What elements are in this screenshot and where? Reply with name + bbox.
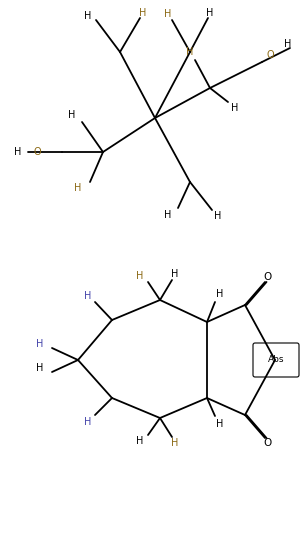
Text: H: H — [68, 110, 76, 120]
Text: H: H — [84, 11, 92, 21]
Text: O: O — [264, 272, 272, 282]
Text: H: H — [216, 419, 224, 429]
Text: H: H — [164, 9, 172, 19]
Text: H: H — [14, 147, 22, 157]
Text: H: H — [36, 339, 44, 349]
Text: H: H — [139, 8, 147, 18]
Text: H: H — [206, 8, 214, 18]
Text: H: H — [214, 211, 222, 221]
Text: Abs: Abs — [268, 355, 284, 365]
Text: H: H — [136, 271, 144, 281]
Text: H: H — [231, 103, 239, 113]
Text: H: H — [84, 417, 92, 427]
Text: H: H — [74, 183, 82, 193]
Text: O: O — [33, 147, 41, 157]
Text: H: H — [284, 39, 292, 49]
Text: H: H — [36, 363, 44, 373]
Text: H: H — [171, 438, 179, 448]
Text: H: H — [84, 291, 92, 301]
Text: H: H — [164, 210, 172, 220]
FancyBboxPatch shape — [253, 343, 299, 377]
Text: O: O — [264, 438, 272, 448]
Text: H: H — [171, 269, 179, 279]
Text: O: O — [266, 50, 274, 60]
Text: H: H — [216, 289, 224, 299]
Text: H: H — [186, 47, 194, 57]
Text: H: H — [136, 436, 144, 446]
